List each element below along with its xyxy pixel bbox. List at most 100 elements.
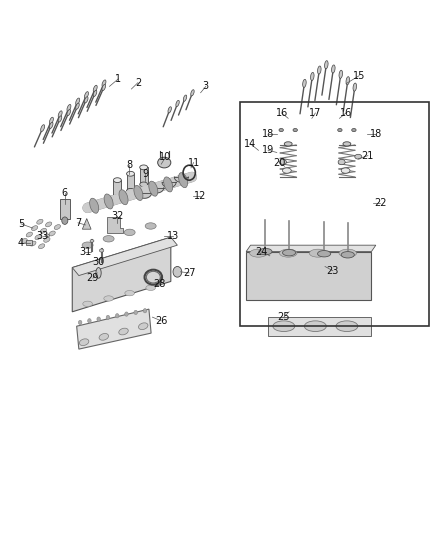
Ellipse shape bbox=[82, 242, 93, 248]
Ellipse shape bbox=[37, 219, 43, 224]
Ellipse shape bbox=[158, 157, 171, 168]
Ellipse shape bbox=[90, 198, 99, 213]
Ellipse shape bbox=[90, 240, 94, 242]
Ellipse shape bbox=[85, 96, 88, 103]
Ellipse shape bbox=[41, 125, 45, 132]
Ellipse shape bbox=[176, 100, 179, 107]
Ellipse shape bbox=[293, 128, 297, 132]
Ellipse shape bbox=[309, 249, 327, 257]
Ellipse shape bbox=[99, 334, 109, 340]
Text: 14: 14 bbox=[244, 139, 257, 149]
Ellipse shape bbox=[113, 178, 121, 182]
Ellipse shape bbox=[325, 61, 328, 69]
Text: 20: 20 bbox=[273, 158, 286, 167]
Ellipse shape bbox=[119, 328, 128, 335]
Ellipse shape bbox=[30, 241, 36, 246]
Ellipse shape bbox=[39, 244, 45, 249]
Polygon shape bbox=[246, 245, 376, 252]
Circle shape bbox=[173, 266, 182, 277]
Circle shape bbox=[125, 312, 128, 316]
Ellipse shape bbox=[67, 109, 71, 116]
Ellipse shape bbox=[191, 90, 194, 96]
Ellipse shape bbox=[343, 142, 351, 146]
Ellipse shape bbox=[125, 290, 134, 296]
Polygon shape bbox=[82, 219, 91, 229]
Ellipse shape bbox=[104, 194, 113, 209]
Text: 32: 32 bbox=[111, 211, 124, 221]
Ellipse shape bbox=[332, 65, 335, 73]
Polygon shape bbox=[246, 252, 371, 300]
Ellipse shape bbox=[303, 79, 306, 87]
Ellipse shape bbox=[338, 128, 342, 132]
Ellipse shape bbox=[140, 165, 148, 169]
Polygon shape bbox=[174, 177, 188, 182]
Text: 12: 12 bbox=[194, 191, 206, 201]
Ellipse shape bbox=[104, 296, 113, 301]
Text: 8: 8 bbox=[126, 160, 132, 170]
Text: 16: 16 bbox=[340, 108, 352, 118]
Text: 30: 30 bbox=[92, 257, 105, 267]
Ellipse shape bbox=[283, 249, 296, 256]
Text: 4: 4 bbox=[18, 238, 24, 247]
Ellipse shape bbox=[164, 177, 173, 192]
Ellipse shape bbox=[99, 249, 104, 252]
Ellipse shape bbox=[49, 117, 53, 124]
Bar bbox=[26, 240, 32, 245]
Bar bbox=[60, 199, 70, 219]
Text: 6: 6 bbox=[62, 188, 68, 198]
Ellipse shape bbox=[124, 229, 135, 236]
Ellipse shape bbox=[44, 237, 50, 243]
Ellipse shape bbox=[304, 321, 326, 332]
Ellipse shape bbox=[149, 181, 158, 196]
Text: 24: 24 bbox=[256, 247, 268, 256]
Text: 2: 2 bbox=[135, 78, 141, 87]
Ellipse shape bbox=[76, 103, 79, 109]
Ellipse shape bbox=[54, 224, 60, 230]
Text: 28: 28 bbox=[154, 279, 166, 288]
Ellipse shape bbox=[146, 285, 155, 290]
Ellipse shape bbox=[318, 66, 321, 74]
Ellipse shape bbox=[127, 171, 134, 176]
Polygon shape bbox=[72, 237, 171, 312]
Ellipse shape bbox=[179, 173, 187, 188]
Circle shape bbox=[143, 309, 147, 313]
Ellipse shape bbox=[311, 72, 314, 80]
Ellipse shape bbox=[102, 84, 106, 91]
Ellipse shape bbox=[49, 231, 55, 236]
Ellipse shape bbox=[93, 90, 97, 96]
Circle shape bbox=[116, 313, 119, 318]
Ellipse shape bbox=[341, 168, 350, 173]
Bar bbox=[127, 174, 134, 191]
Text: 18: 18 bbox=[262, 130, 274, 139]
Ellipse shape bbox=[134, 185, 143, 200]
Ellipse shape bbox=[67, 104, 71, 111]
Text: 10: 10 bbox=[159, 152, 172, 162]
Circle shape bbox=[78, 320, 82, 325]
Circle shape bbox=[88, 319, 91, 323]
Text: 5: 5 bbox=[18, 219, 24, 229]
Ellipse shape bbox=[113, 195, 121, 199]
Text: 23: 23 bbox=[327, 266, 339, 276]
Ellipse shape bbox=[40, 228, 46, 233]
Ellipse shape bbox=[83, 301, 92, 306]
Text: 21: 21 bbox=[362, 151, 374, 160]
Text: 7: 7 bbox=[75, 218, 81, 228]
Ellipse shape bbox=[279, 128, 283, 132]
Polygon shape bbox=[268, 317, 371, 336]
Text: 11: 11 bbox=[187, 158, 200, 167]
Ellipse shape bbox=[127, 188, 134, 193]
Text: 18: 18 bbox=[370, 130, 382, 139]
Ellipse shape bbox=[259, 248, 272, 255]
Text: 15: 15 bbox=[353, 71, 365, 80]
Text: 19: 19 bbox=[262, 146, 274, 155]
Text: 26: 26 bbox=[155, 316, 167, 326]
Polygon shape bbox=[138, 193, 152, 198]
Polygon shape bbox=[107, 217, 123, 233]
Ellipse shape bbox=[21, 238, 27, 244]
Ellipse shape bbox=[49, 122, 53, 128]
Ellipse shape bbox=[352, 128, 356, 132]
Ellipse shape bbox=[183, 95, 187, 101]
Ellipse shape bbox=[45, 234, 49, 237]
Text: 16: 16 bbox=[276, 108, 288, 118]
Circle shape bbox=[97, 317, 100, 321]
